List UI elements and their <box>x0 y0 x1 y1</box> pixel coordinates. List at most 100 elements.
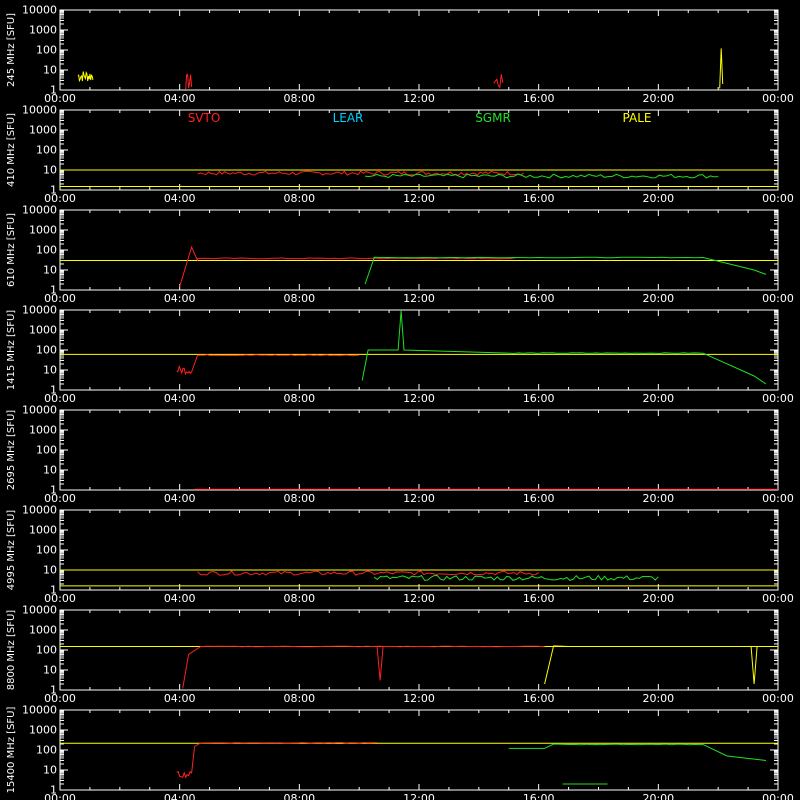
panel-1: 10000 1000 100 10 1 245 MHz [SFU] 00:00 04:00 08… <box>6 4 794 106</box>
series-line-sgmr <box>364 256 767 285</box>
series-line-svto <box>493 74 504 89</box>
y-tick-label: 10 <box>43 764 57 777</box>
x-tick-label: 12:00 <box>403 392 435 405</box>
x-tick-label: 00:00 <box>762 792 794 800</box>
series-line-sgmr <box>361 310 767 385</box>
y-tick-label: 1000 <box>29 424 57 437</box>
y-tick-label: 10000 <box>22 504 57 517</box>
y-tick-label: 100 <box>36 244 57 257</box>
x-tick-label: 08:00 <box>283 792 315 800</box>
x-tick-label: 16:00 <box>523 792 555 800</box>
y-tick-label: 1000 <box>29 724 57 737</box>
series-line-sgmr <box>373 574 659 581</box>
x-tick-label: 08:00 <box>283 292 315 305</box>
series-line-pale <box>544 645 569 685</box>
y-tick-label: 1 <box>50 784 57 797</box>
panel-frequency: 410 MHz <box>6 140 17 187</box>
series-line-svto <box>179 245 515 287</box>
x-tick-label: 12:00 <box>403 792 435 800</box>
x-tick-label: 20:00 <box>642 692 674 705</box>
x-tick-label: 12:00 <box>403 292 435 305</box>
x-tick-label: 00:00 <box>44 92 76 105</box>
x-tick-label: 08:00 <box>283 192 315 205</box>
panel-2: 10000 1000 100 10 1 410 MHz [SFU] 00:00 04:00 08… <box>6 104 794 206</box>
y-tick-label: 10000 <box>22 704 57 717</box>
x-tick-label: 20:00 <box>642 292 674 305</box>
y-tick-label: 10000 <box>22 104 57 117</box>
x-tick-label: 08:00 <box>283 392 315 405</box>
y-tick-label: 10000 <box>22 304 57 317</box>
y-tick-label: 1 <box>50 684 57 697</box>
series-line-svto <box>197 570 539 576</box>
y-tick-label: 10 <box>43 564 57 577</box>
y-tick-label: 1 <box>50 284 57 297</box>
x-tick-label: 00:00 <box>44 192 76 205</box>
panel-frame <box>59 209 779 291</box>
y-tick-label: 1 <box>50 184 57 197</box>
x-tick-label: 16:00 <box>523 192 555 205</box>
x-tick-label: 12:00 <box>403 492 435 505</box>
y-axis-label: 2695 MHz [SFU] <box>6 410 17 491</box>
y-tick-label: 1000 <box>29 224 57 237</box>
panel-5: 10000 1000 100 10 1 2695 MHz [SFU] 00:00 04:00 0… <box>6 404 794 506</box>
y-tick-label: 10000 <box>22 204 57 217</box>
y-tick-label: 100 <box>36 344 57 357</box>
panel-8: 10000 1000 100 10 1 15400 MHz [SFU] 00:00 04:00… <box>6 704 794 800</box>
x-tick-label: 00:00 <box>762 492 794 505</box>
y-axis-label: 8800 MHz [SFU] <box>6 610 17 691</box>
panel-4: 10000 1000 100 10 1 1415 MHz [SFU] 00:00 04:00 0… <box>6 304 794 406</box>
panel-frequency: 2695 MHz <box>6 437 17 490</box>
y-tick-label: 100 <box>36 444 57 457</box>
x-tick-label: 00:00 <box>762 92 794 105</box>
x-tick-label: 20:00 <box>642 392 674 405</box>
panel-frequency: 4995 MHz <box>6 537 17 590</box>
x-tick-label: 00:00 <box>44 792 76 800</box>
y-tick-label: 1 <box>50 84 57 97</box>
panel-frame <box>59 109 779 191</box>
y-axis-label: 610 MHz [SFU] <box>6 213 17 287</box>
series-line-sgmr <box>508 743 767 761</box>
panel-frequency: 1415 MHz <box>6 337 17 390</box>
y-tick-label: 10 <box>43 164 57 177</box>
y-axis-label: 15400 MHz [SFU] <box>6 707 17 794</box>
y-axis-label: 4995 MHz [SFU] <box>6 510 17 591</box>
y-tick-label: 100 <box>36 644 57 657</box>
panel-unit: [SFU] <box>6 13 17 40</box>
x-tick-label: 12:00 <box>403 92 435 105</box>
legend-label: PALE <box>623 111 652 125</box>
panel-frame <box>59 709 779 791</box>
x-tick-label: 00:00 <box>762 192 794 205</box>
series-line-svto <box>376 646 384 681</box>
legend: SVTO LEAR SGMR PALE <box>188 111 652 125</box>
y-tick-label: 100 <box>36 144 57 157</box>
x-tick-label: 04:00 <box>164 792 196 800</box>
series-line-svto <box>185 73 193 90</box>
panel-frame <box>59 609 779 691</box>
x-tick-label: 04:00 <box>164 392 196 405</box>
series-line-svto <box>197 170 525 176</box>
panel-7: 10000 1000 100 10 1 8800 MHz [SFU] 00:00 04:00 0… <box>6 604 794 706</box>
x-tick-label: 08:00 <box>283 92 315 105</box>
panel-unit: [SFU] <box>6 310 17 337</box>
series-line-sgmr <box>365 173 719 179</box>
y-tick-label: 100 <box>36 744 57 757</box>
x-tick-label: 00:00 <box>44 392 76 405</box>
x-tick-label: 00:00 <box>44 292 76 305</box>
y-tick-label: 100 <box>36 544 57 557</box>
x-tick-label: 04:00 <box>164 492 196 505</box>
x-tick-label: 00:00 <box>762 692 794 705</box>
x-tick-label: 00:00 <box>44 492 76 505</box>
x-tick-label: 04:00 <box>164 592 196 605</box>
x-tick-label: 16:00 <box>523 392 555 405</box>
y-tick-label: 10 <box>43 264 57 277</box>
x-tick-label: 20:00 <box>642 592 674 605</box>
x-tick-label: 12:00 <box>403 192 435 205</box>
x-tick-label: 04:00 <box>164 92 196 105</box>
y-axis-label: 1415 MHz [SFU] <box>6 310 17 391</box>
panel-unit: [SFU] <box>6 213 17 240</box>
x-tick-label: 04:00 <box>164 292 196 305</box>
x-tick-label: 00:00 <box>762 292 794 305</box>
legend-label: SVTO <box>188 111 221 125</box>
y-tick-label: 1 <box>50 484 57 497</box>
series-line-svto <box>176 741 378 779</box>
